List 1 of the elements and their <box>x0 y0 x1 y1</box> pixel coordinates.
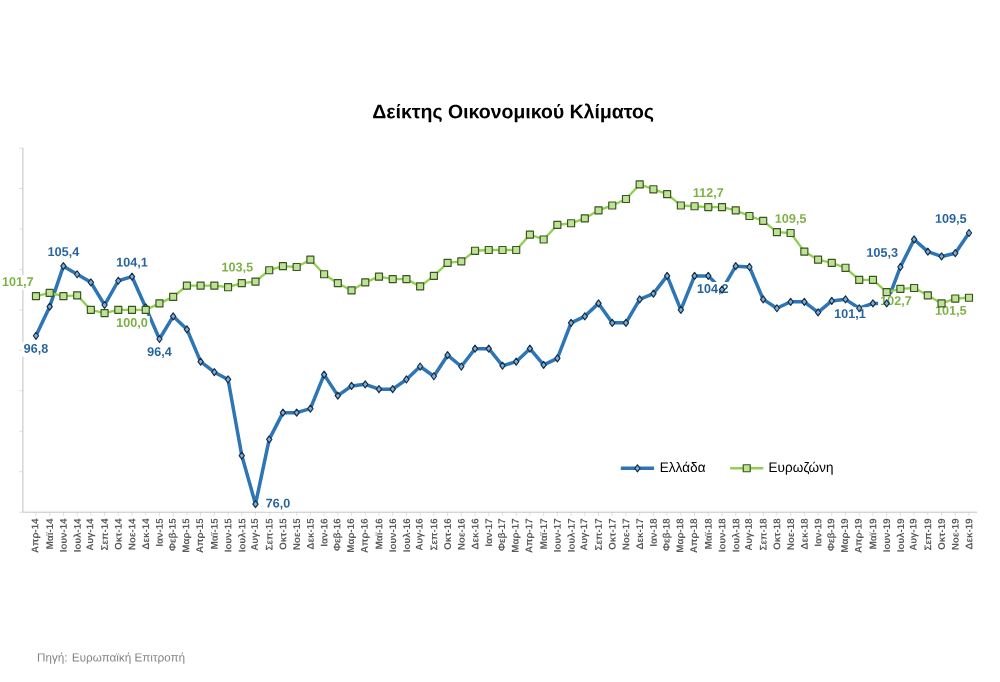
chart-title: Δείκτης Οικονομικού Κλίματος <box>373 103 654 123</box>
